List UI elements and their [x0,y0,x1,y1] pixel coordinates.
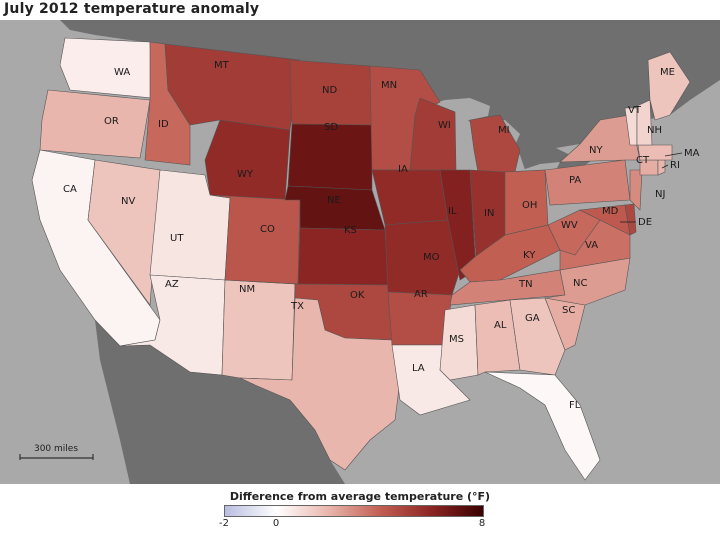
state-label-ky: KY [523,250,536,261]
state-labels-layer: WA OR CA NV ID MT WY UT AZ NM CO ND SD NE KS OK TX MN IA MO… [63,60,700,411]
state-wv [547,209,601,256]
state-label-ms: MS [449,334,464,345]
state-or [39,89,151,159]
state-label-mn: MN [381,80,397,91]
state-label-ga: GA [525,313,540,324]
state-label-oh: OH [522,200,537,211]
state-label-nc: NC [573,278,587,289]
state-label-ct: CT [636,155,650,166]
legend-title: Difference from average temperature (°F) [229,490,491,503]
callout-line-ri [661,164,669,169]
state-label-nm: NM [239,284,255,295]
map-canvas: WA OR CA NV ID MT WY UT AZ NM CO ND SD NE KS OK TX MN IA MO… [0,20,720,484]
state-label-fl: FL [569,400,581,411]
state-label-vt: VT [628,105,642,116]
state-ri [657,159,666,176]
state-nm [221,279,296,381]
state-label-va: VA [585,240,598,251]
state-label-sd: SD [324,122,338,133]
state-sd [287,123,373,191]
state-label-ca: CA [63,184,77,195]
legend-color-bar [224,505,484,517]
state-label-ks: KS [344,225,357,236]
state-label-ny: NY [589,145,603,156]
callout-line-ma [664,152,683,157]
legend: Difference from average temperature (°F)… [0,484,720,536]
state-label-sc: SC [562,305,575,316]
state-ia [371,169,449,226]
state-label-co: CO [260,224,275,235]
state-label-id: ID [158,119,169,130]
map-title: July 2012 temperature anomaly [4,1,260,17]
state-label-tx: TX [290,301,304,312]
state-ga [509,297,566,376]
state-label-wa: WA [114,67,130,78]
state-label-ut: UT [170,233,184,244]
state-wy [204,119,291,201]
state-de [624,203,637,236]
state-label-mo: MO [423,252,440,263]
state-label-nv: NV [121,196,135,207]
legend-tick-max: 8 [478,518,486,529]
state-nv [87,159,161,306]
state-ks [297,227,389,286]
state-label-nd: ND [322,85,337,96]
legend-tick-min: -2 [219,518,229,529]
state-nh [636,99,653,146]
state-ne [284,185,386,231]
state-tx [239,297,401,471]
state-label-ma: MA [684,148,700,159]
state-mo [384,219,461,296]
mexico-land [95,320,345,484]
state-label-ar: AR [414,289,428,300]
state-label-in: IN [484,208,494,219]
state-label-ia: IA [398,164,408,175]
state-label-de: DE [638,217,652,228]
state-label-md: MD [602,206,619,217]
state-label-wi: WI [438,120,451,131]
state-label-pa: PA [569,175,581,186]
state-label-or: OR [104,116,119,127]
canada-land [60,20,720,172]
state-wa [59,37,153,99]
state-label-il: IL [448,206,457,217]
state-label-nj: NJ [655,189,665,200]
scale-label: 300 miles [34,444,78,454]
state-me [647,51,691,121]
temperature-anomaly-map: WA OR CA NV ID MT WY UT AZ NM CO ND SD NE KS OK TX MN IA MO… [0,20,720,484]
state-label-al: AL [494,320,507,331]
state-label-me: ME [660,67,675,78]
state-label-nh: NH [647,125,662,136]
state-fl [484,371,601,481]
state-label-tn: TN [518,279,533,290]
state-label-ne: NE [327,195,341,206]
state-label-az: AZ [165,279,179,290]
state-label-wy: WY [237,169,254,180]
state-ms [439,304,479,381]
state-label-ri: RI [670,160,680,171]
state-label-ok: OK [350,290,365,301]
states-layer [31,37,691,481]
legend-tick-zero: 0 [272,518,280,529]
state-label-mt: MT [214,60,230,71]
state-label-mi: MI [498,125,510,136]
state-al [474,299,521,376]
state-label-la: LA [412,363,425,374]
state-ma [637,144,673,161]
state-label-wv: WV [561,220,578,231]
state-nj [629,169,643,211]
